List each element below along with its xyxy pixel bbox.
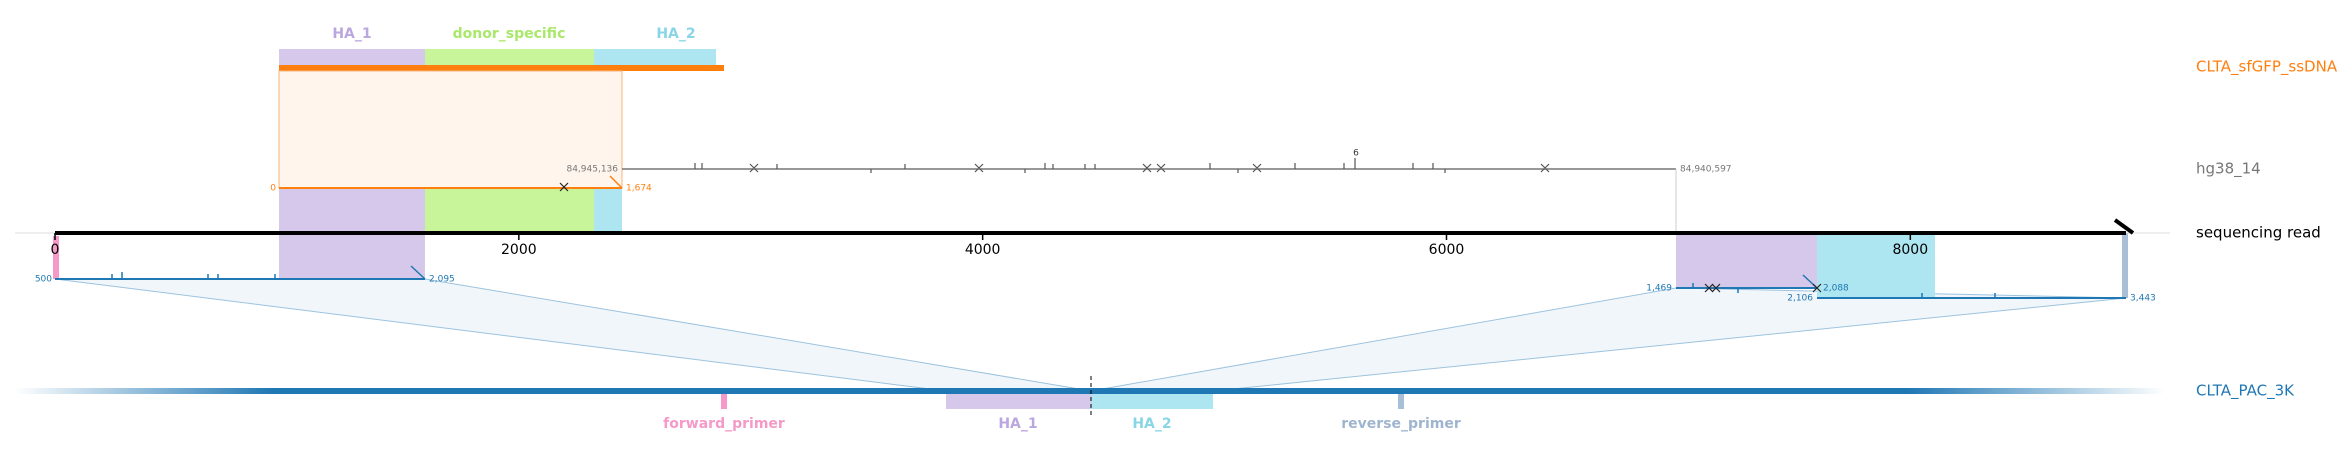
- coord-label: 1,469: [1646, 284, 1672, 294]
- coord-label: 500: [35, 275, 52, 285]
- track-label: sequencing read: [2196, 224, 2321, 242]
- axis-tick-label: 8000: [1892, 242, 1928, 258]
- axis-tick-label: 4000: [965, 242, 1001, 258]
- axis-tick-label: 0: [51, 242, 60, 258]
- coord-label: 0: [270, 184, 276, 194]
- donor-region: [278, 70, 623, 189]
- feature-box: [425, 188, 594, 233]
- feature-box: [279, 49, 425, 66]
- feature-box: [721, 394, 727, 409]
- peak-label: 6: [1353, 149, 1359, 159]
- feature-box: [946, 394, 1091, 409]
- feature-box: [2122, 233, 2128, 298]
- mismatch-marks: [694, 158, 1550, 173]
- track-label: CLTA_sfGFP_ssDNA: [2196, 58, 2338, 77]
- coord-label: 1,674: [626, 184, 652, 194]
- coord-label: 2,095: [429, 275, 455, 285]
- alignment-ticks: [111, 265, 426, 280]
- track-label: CLTA_PAC_3K: [2196, 382, 2295, 401]
- coord-label: 84,940,597: [1680, 165, 1732, 175]
- feature-label: HA_2: [1132, 416, 1171, 432]
- primer-box: [53, 236, 59, 279]
- feature-label: forward_primer: [663, 416, 785, 432]
- feature-box: [1091, 394, 1213, 409]
- feature-label: reverse_primer: [1341, 416, 1461, 432]
- feature-label: HA_2: [656, 26, 695, 42]
- alignment-shade: [1090, 287, 2127, 392]
- amplicon-line: [15, 388, 2165, 394]
- feature-box: [594, 49, 716, 66]
- mismatch: [559, 182, 569, 192]
- coord-label: 3,443: [2130, 294, 2156, 304]
- coord-label: 2,106: [1787, 294, 1813, 304]
- mismatch: [1704, 283, 1822, 293]
- track-label: hg38_14: [2196, 160, 2261, 179]
- coord-label: 84,945,136: [566, 165, 618, 175]
- alignment-shade: [54, 278, 1092, 392]
- feature-label: HA_1: [998, 416, 1037, 432]
- coord-label: 2,088: [1823, 284, 1849, 294]
- donor-line: [279, 65, 724, 71]
- alignment-ticks: [1692, 274, 1996, 298]
- feature-label: donor_specific: [453, 26, 566, 42]
- read-arrow: [2113, 218, 2135, 235]
- feature-label: HA_1: [332, 26, 371, 42]
- feature-box: [1817, 233, 1935, 298]
- feature-box: [594, 188, 622, 233]
- feature-box: [1398, 394, 1404, 409]
- axis-tick-label: 6000: [1429, 242, 1465, 258]
- alignment-end: [609, 175, 623, 189]
- axis-tick-label: 2000: [501, 242, 537, 258]
- feature-box: [425, 49, 594, 66]
- feature-box: [1676, 233, 1817, 288]
